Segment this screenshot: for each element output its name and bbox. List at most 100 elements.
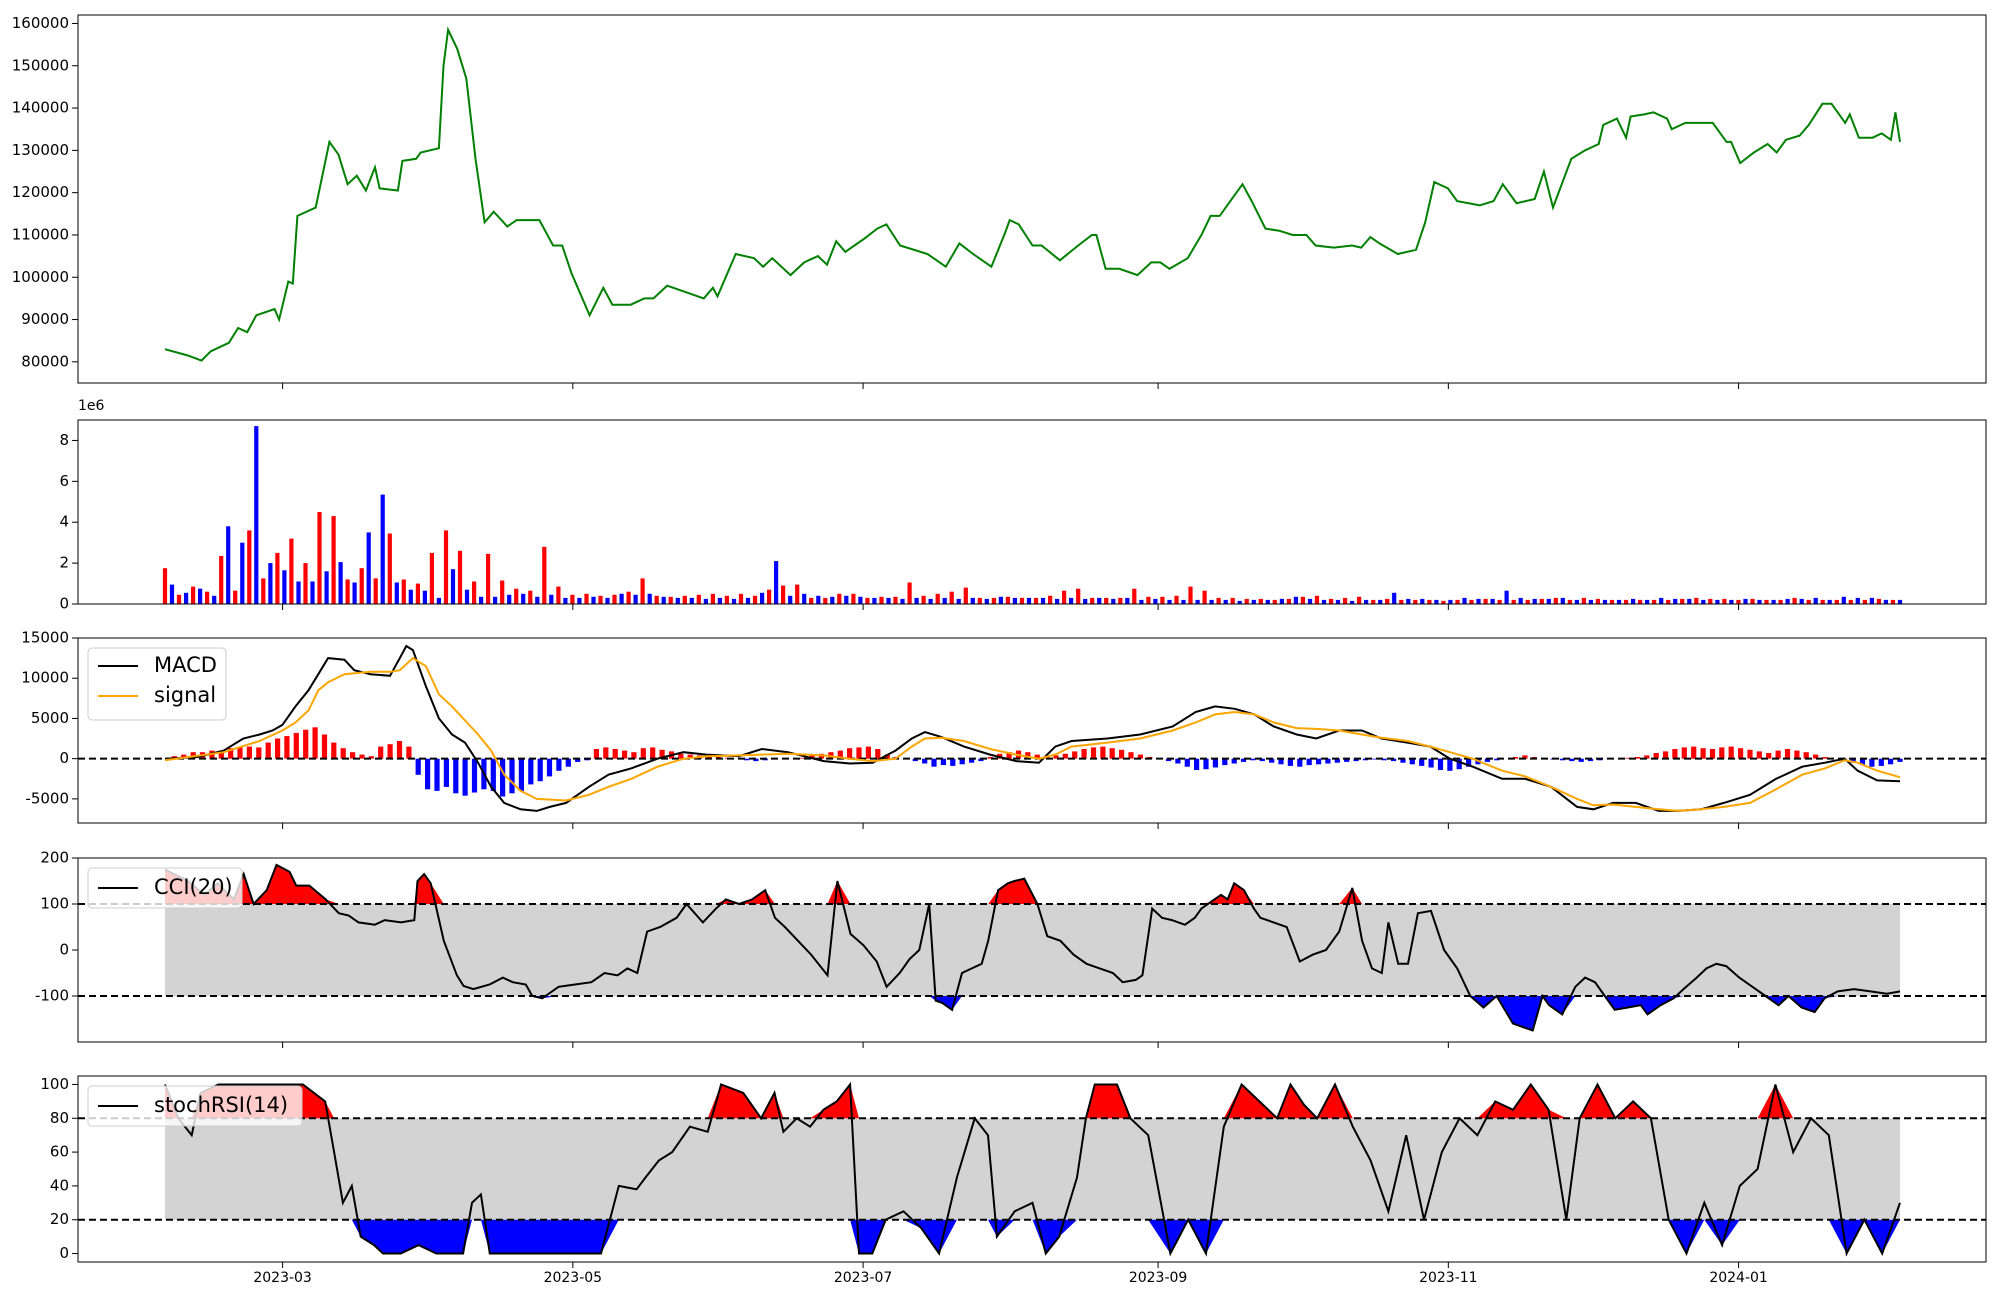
volume-bar: [858, 596, 863, 604]
volume-bar: [1680, 598, 1685, 604]
volume-bar: [605, 597, 610, 604]
macd-histogram-bar: [931, 758, 937, 767]
axes-frame: [77, 637, 1987, 824]
volume-bar: [1181, 599, 1186, 604]
volume-bar: [1118, 597, 1123, 604]
volume-bar: [1638, 599, 1643, 604]
volume-bar: [1209, 599, 1214, 604]
macd-histogram-bar: [856, 747, 862, 759]
legend-box: [87, 867, 243, 909]
macd-histogram-bar: [1231, 758, 1237, 764]
volume-bar: [998, 596, 1003, 604]
x-tick-label: 2023-03: [253, 1270, 312, 1286]
volume-bar: [1216, 597, 1221, 604]
volume-bar: [977, 597, 982, 604]
volume-panel: 0 2 4 6 8 1e6: [59, 398, 1987, 613]
volume-bar: [1048, 595, 1053, 604]
y-tick-label: 0: [59, 595, 69, 613]
macd-histogram-bar: [1222, 758, 1228, 766]
volume-bar: [500, 580, 505, 604]
y-tick-label: 130000: [12, 141, 69, 159]
volume-bar: [1778, 599, 1783, 604]
volume-bar: [1631, 598, 1636, 604]
volume-bar: [724, 595, 729, 604]
macd-histogram-bar: [622, 750, 628, 759]
volume-bar: [1687, 598, 1692, 604]
macd-histogram-bar: [1109, 748, 1115, 759]
volume-bar: [380, 494, 385, 604]
volume-bar: [1518, 597, 1523, 604]
volume-bar: [1708, 598, 1713, 604]
volume-bar: [457, 550, 463, 604]
volume-bar: [1132, 588, 1137, 604]
volume-bar: [359, 568, 364, 604]
stochrsi-panel: 0 20 40 60 80 100 2023-03 2023-05 2023-07 2023-09…: [40, 1075, 1987, 1286]
volume-bar: [247, 530, 252, 604]
volume-bar: [493, 596, 498, 604]
volume-bar: [844, 595, 849, 604]
volume-bar: [556, 586, 561, 604]
volume-bar: [1883, 599, 1888, 604]
volume-bar: [577, 597, 582, 604]
volume-bar: [1335, 599, 1341, 604]
macd-line: [164, 644, 1901, 812]
macd-histogram-bar: [528, 758, 534, 785]
macd-histogram-bar: [940, 758, 946, 766]
volume-bar: [1097, 597, 1102, 604]
volume-bar: [1223, 599, 1228, 604]
volume-bar: [422, 590, 427, 604]
x-tick-label: 2024-01: [1709, 1270, 1768, 1286]
volume-bar: [675, 597, 680, 604]
macd-histogram-bar: [1803, 752, 1809, 759]
y-tick-label: 200: [40, 849, 69, 867]
volume-bar: [612, 594, 617, 604]
macd-histogram-bar: [800, 757, 806, 759]
volume-bar: [1448, 599, 1453, 604]
y-tick-label: 0: [59, 1244, 69, 1262]
volume-bar: [1848, 599, 1853, 604]
stochrsi-legend: stochRSI(14): [87, 1085, 303, 1127]
volume-bar: [1525, 599, 1530, 604]
macd-histogram-bar: [847, 748, 853, 759]
volume-bar: [1300, 596, 1305, 604]
macd-histogram-bar: [650, 747, 656, 759]
macd-histogram-bar: [1484, 758, 1490, 762]
macd-histogram-bar: [603, 747, 609, 759]
volume-bar: [1546, 598, 1551, 604]
volume-bar: [1567, 599, 1572, 604]
macd-histogram-bar: [1794, 750, 1800, 759]
volume-bar: [162, 568, 168, 604]
macd-histogram-bar: [1888, 758, 1894, 765]
cci-legend: CCI(20): [87, 867, 243, 909]
oversold-fill: [165, 996, 1900, 1031]
volume-bar: [1188, 586, 1193, 604]
macd-histogram-bar: [1165, 758, 1172, 762]
macd-histogram-bar: [406, 746, 412, 759]
volume-bar: [1652, 599, 1657, 604]
macd-histogram-bar: [969, 758, 975, 763]
axes-frame: [77, 419, 1987, 605]
volume-bar: [338, 562, 343, 604]
volume-bar: [570, 594, 575, 604]
y-tick-label: -5000: [25, 789, 69, 807]
macd-histogram-bar: [1672, 749, 1678, 759]
volume-bar: [710, 593, 715, 604]
volume-bar: [816, 595, 821, 604]
macd-histogram-bar: [1353, 758, 1359, 762]
volume-scale-label: 1e6: [78, 398, 105, 414]
volume-bar: [1076, 588, 1081, 604]
volume-bar: [893, 596, 898, 604]
macd-histogram-bar: [331, 742, 337, 759]
volume-bar: [1666, 599, 1671, 604]
volume-bar: [394, 582, 399, 604]
volume-bar: [942, 597, 947, 604]
volume-bar: [1609, 599, 1615, 604]
macd-histogram-bar: [612, 749, 618, 759]
macd-histogram-bar: [575, 758, 581, 762]
volume-bar: [1279, 598, 1284, 604]
axes-frame: [77, 857, 1987, 1043]
legend-label: CCI(20): [154, 875, 233, 899]
volume-bar: [928, 598, 933, 604]
volume-bar: [324, 571, 329, 604]
volume-bar: [767, 589, 772, 604]
